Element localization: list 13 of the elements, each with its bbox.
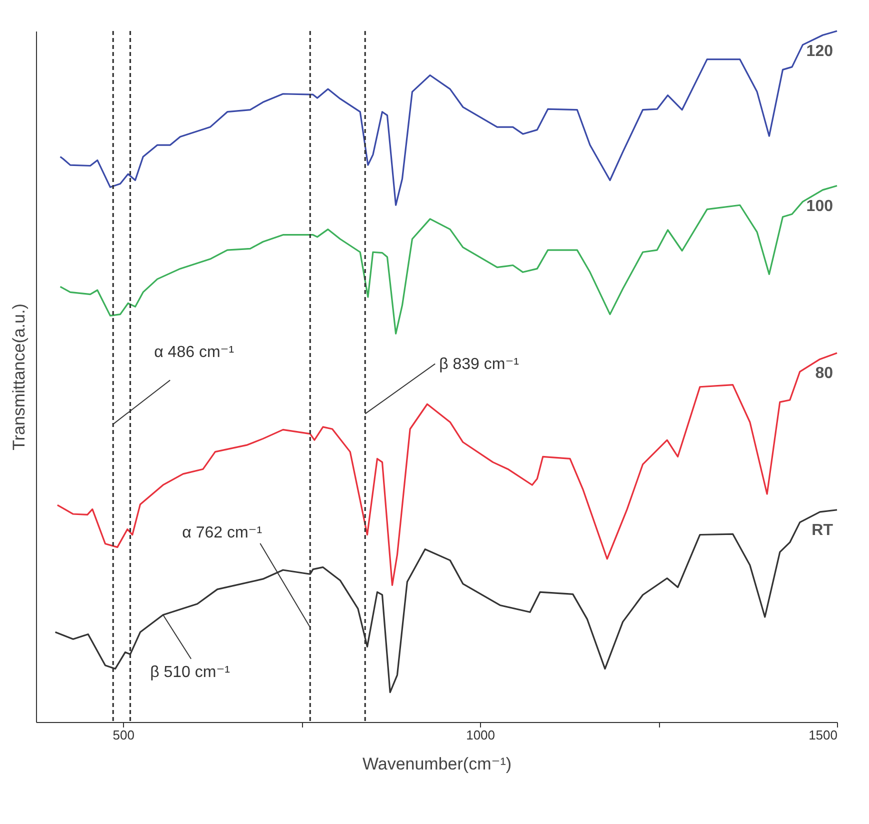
annotation: α 486 cm⁻¹ [154,344,234,362]
annotation: α 762 cm⁻¹ [182,524,262,542]
series-label: 80 [815,365,834,382]
x-tick-label: 1500 [808,728,838,742]
x-tick-label: 500 [112,728,134,742]
x-tick-label: 1000 [466,728,496,742]
annotation: β 510 cm⁻¹ [150,664,230,681]
series-label: 120 [806,43,834,60]
x-axis-title: Wavenumber(cm⁻¹) [362,754,512,774]
series-label: RT [812,522,834,539]
annotation: β 839 cm⁻¹ [439,356,519,373]
y-axis-title: Transmittance(a.u.) [10,304,28,450]
series-label: 100 [806,198,834,215]
